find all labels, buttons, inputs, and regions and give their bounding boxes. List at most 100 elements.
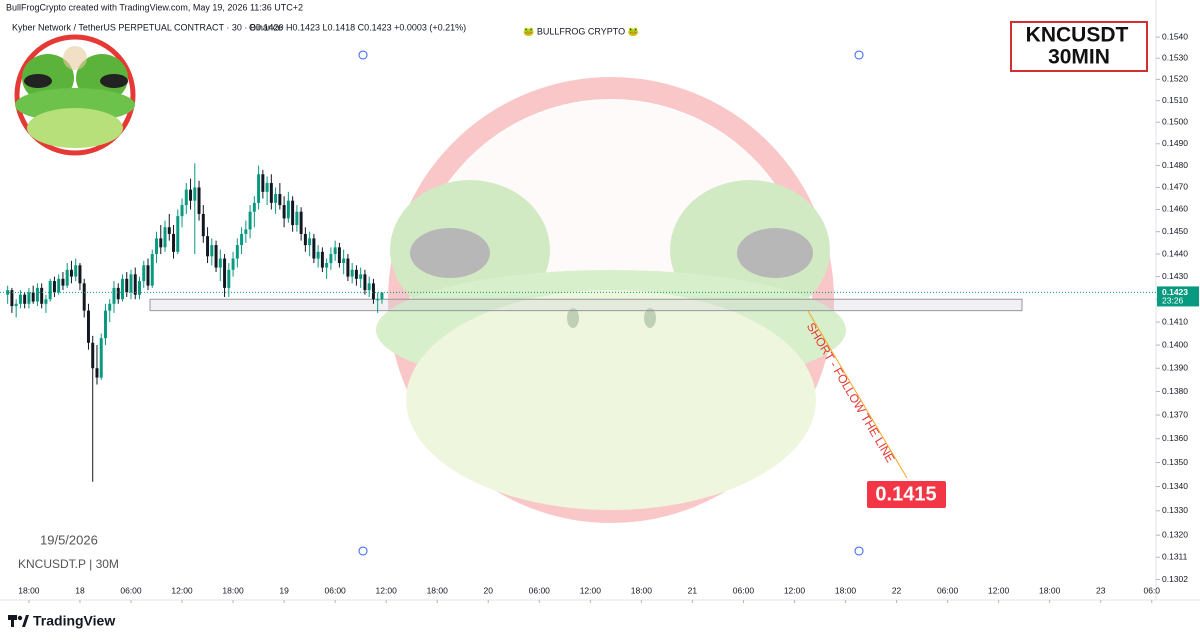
candle-body: [69, 269, 73, 277]
x-tick-label: 12:00: [988, 585, 1010, 595]
candle-body: [40, 287, 44, 304]
frog-watermark: [376, 77, 846, 523]
y-tick-label: 0.1470: [1162, 182, 1188, 192]
candle-body: [52, 281, 56, 293]
y-tick-label: 0.1400: [1162, 339, 1188, 349]
trend-line: [807, 310, 908, 479]
candle-body: [142, 265, 146, 282]
last-price-box: [1157, 286, 1199, 307]
candle-body: [295, 211, 299, 226]
candle-body: [363, 274, 367, 291]
candle-body: [240, 233, 244, 246]
candle-body: [337, 247, 341, 264]
candle-body: [180, 205, 184, 217]
candle-body: [235, 245, 239, 259]
candle-body: [23, 294, 27, 304]
support-zone: [149, 298, 1023, 312]
created-by: BullFrogCrypto created with TradingView.…: [6, 2, 303, 12]
x-tick-label: 06:00: [120, 585, 142, 595]
y-tick-label: 0.1430: [1162, 271, 1188, 281]
candle-body: [112, 287, 116, 304]
candle-body: [18, 294, 22, 304]
candle-body: [376, 299, 380, 301]
candle-body: [193, 187, 197, 201]
candle-body: [159, 238, 163, 248]
y-tick-label: 0.1370: [1162, 409, 1188, 419]
x-tick-label: 12:00: [376, 585, 398, 595]
y-tick-label: 0.1520: [1162, 74, 1188, 84]
candle-body: [308, 238, 312, 246]
candle-body: [286, 200, 290, 219]
y-tick-label: 0.1320: [1162, 529, 1188, 539]
y-tick-label: 0.1450: [1162, 226, 1188, 236]
x-tick-label: 18: [75, 585, 85, 595]
y-tick-label: 0.1311: [1162, 552, 1188, 562]
y-tick-label: 0.1530: [1162, 52, 1188, 62]
y-tick-label: 0.1490: [1162, 138, 1188, 148]
candle-body: [6, 290, 10, 295]
candle-body: [371, 283, 375, 300]
x-tick-label: 12:00: [171, 585, 193, 595]
candle-body: [61, 278, 65, 286]
candle-body: [269, 183, 273, 203]
y-tick-label: 0.1480: [1162, 160, 1188, 170]
candle-body: [350, 269, 354, 277]
candle-body: [172, 233, 176, 252]
plot-layer: 0.1540 0.1530 0.1520 0.1510 0.1500 0.1490 0.14…: [0, 31, 1199, 603]
candle-body: [223, 258, 227, 288]
candle-body: [176, 216, 180, 252]
ohlc-line: O0.1420 H0.1423 L0.1418 C0.1423 +0.0003 …: [249, 22, 466, 32]
candle-body: [278, 194, 282, 206]
pair-name: KNCUSDT: [1026, 24, 1129, 47]
candle-body: [244, 229, 248, 234]
candle-body: [95, 368, 99, 378]
candle-body: [82, 283, 86, 311]
x-tick-label: 21: [688, 585, 698, 595]
candle-body: [206, 236, 210, 257]
candle-body: [48, 281, 52, 300]
countdown: 23:26: [1162, 296, 1184, 306]
candle-body: [227, 269, 231, 288]
candle-body: [99, 338, 103, 378]
watermark-text: 🐸 BULLFROG CRYPTO 🐸: [523, 26, 639, 36]
candle-body: [31, 292, 35, 302]
x-tick-label: 06:00: [325, 585, 347, 595]
candle-body: [231, 258, 235, 270]
y-tick-label: 0.1350: [1162, 457, 1188, 467]
candle-body: [210, 245, 214, 257]
candle-body: [346, 258, 350, 277]
candle-body: [14, 303, 18, 307]
brand: TradingView: [33, 613, 115, 629]
y-tick-label: 0.1330: [1162, 505, 1188, 515]
candle-body: [359, 274, 363, 279]
candle-body: [214, 245, 218, 268]
candle-body: [108, 303, 112, 311]
candle-body: [10, 290, 14, 307]
candle-body: [78, 265, 82, 284]
x-tick-label: 18:00: [18, 585, 40, 595]
x-tick-label: 22: [892, 585, 902, 595]
candle-body: [27, 292, 31, 304]
target-box: [867, 481, 946, 508]
candle-body: [261, 174, 265, 192]
candle-body: [354, 269, 358, 279]
candle-body: [299, 211, 303, 234]
pair-timeframe: 30MIN: [1048, 46, 1110, 69]
x-tick-label: 06:00: [733, 585, 755, 595]
handles: [358, 50, 864, 556]
x-tick-label: 18:00: [427, 585, 449, 595]
y-tick-label: 0.1380: [1162, 386, 1188, 396]
candle-body: [265, 183, 269, 192]
y-tick-label: 0.1460: [1162, 204, 1188, 214]
candle-body: [167, 227, 171, 234]
candle-body: [44, 299, 48, 304]
x-tick-label: 18:00: [631, 585, 653, 595]
candle-body: [189, 189, 193, 201]
pair-box: [1010, 21, 1148, 72]
x-tick-label: 20: [484, 585, 494, 595]
candle-body: [257, 174, 261, 203]
x-tick-label: 18:00: [222, 585, 244, 595]
target-label: 0.1415: [875, 483, 936, 505]
